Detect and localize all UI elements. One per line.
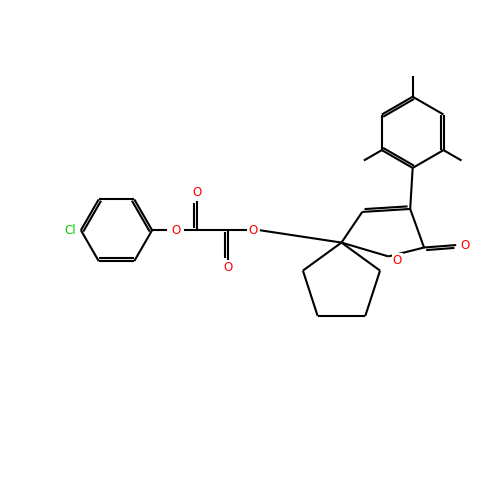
Text: O: O (171, 224, 180, 236)
Text: Cl: Cl (64, 224, 76, 236)
Text: O: O (248, 224, 258, 236)
Text: O: O (460, 238, 469, 252)
Text: O: O (392, 254, 402, 267)
Text: O: O (223, 262, 232, 274)
Text: O: O (192, 186, 202, 199)
